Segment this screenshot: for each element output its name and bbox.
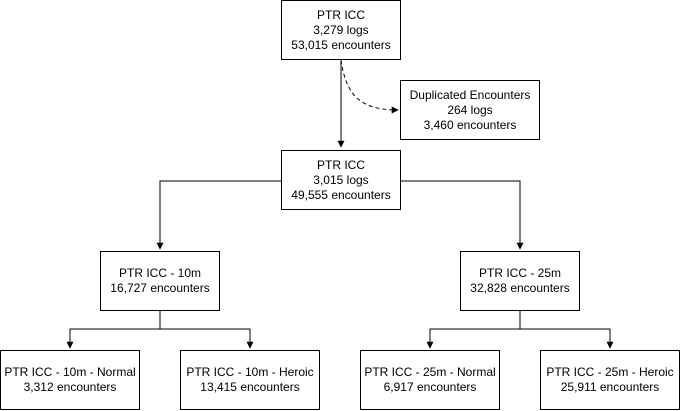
node-10m-normal-encounters: 3,312 encounters [23,380,117,394]
node-10m-normal-title: PTR ICC - 10m - Normal [4,365,136,379]
node-root-encounters: 53,015 encounters [291,37,391,52]
edge-root-to-duplicated [340,59,399,114]
edge-25m-to-heroic [520,328,614,349]
node-25m-heroic-encounters: 25,911 encounters [560,380,660,394]
node-filtered-title: PTR ICC [317,157,365,172]
edge-25m-branch [426,310,521,349]
node-10m-title: PTR ICC - 10m [118,266,201,280]
node-10m-heroic: PTR ICC - 10m - Heroic 13,415 encounters [180,350,320,410]
node-25m-heroic-title: PTR ICC - 25m - Heroic [546,365,674,379]
node-filtered-encounters: 49,555 encounters [291,187,391,202]
edge-filtered-to-25m [401,180,524,250]
node-10m-heroic-encounters: 13,415 encounters [200,380,300,394]
node-25m-normal: PTR ICC - 25m - Normal 6,917 encounters [360,350,500,410]
node-25m-normal-title: PTR ICC - 25m - Normal [364,365,496,379]
node-10m-heroic-title: PTR ICC - 10m - Heroic [186,365,314,379]
node-25m-title: PTR ICC - 25m [478,266,561,280]
edge-10m-to-heroic [160,328,254,349]
node-10m-normal: PTR ICC - 10m - Normal 3,312 encounters [0,350,140,410]
node-25m-heroic: PTR ICC - 25m - Heroic 25,911 encounters [540,350,680,410]
node-duplicated-title: Duplicated Encounters [409,87,531,102]
node-25m-normal-encounters: 6,917 encounters [383,380,477,394]
node-25m: PTR ICC - 25m 32,828 encounters [460,251,580,311]
node-duplicated-encounters: 3,460 encounters [423,117,517,132]
node-duplicated: Duplicated Encounters 264 logs 3,460 enc… [400,80,540,140]
node-root: PTR ICC 3,279 logs 53,015 encounters [281,0,401,60]
node-root-logs: 3,279 logs [313,22,369,37]
edge-10m-branch [66,310,161,349]
node-filtered: PTR ICC 3,015 logs 49,555 encounters [281,150,401,210]
node-duplicated-logs: 264 logs [447,102,493,117]
node-filtered-logs: 3,015 logs [313,172,369,187]
node-10m: PTR ICC - 10m 16,727 encounters [100,251,220,311]
edge-filtered-to-10m [156,180,281,250]
node-10m-encounters: 16,727 encounters [110,281,210,295]
node-25m-encounters: 32,828 encounters [470,281,570,295]
node-root-title: PTR ICC [317,7,365,22]
